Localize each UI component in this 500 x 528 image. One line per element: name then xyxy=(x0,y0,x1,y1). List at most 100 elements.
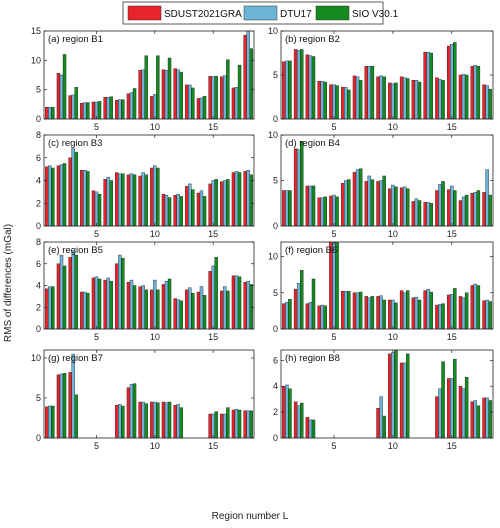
bar xyxy=(347,89,351,120)
bar xyxy=(347,179,351,227)
bar xyxy=(185,186,189,227)
bar xyxy=(355,169,360,227)
bar xyxy=(164,402,169,439)
bar xyxy=(138,70,142,120)
bar xyxy=(399,290,404,330)
bar xyxy=(141,285,145,330)
bar xyxy=(435,190,439,227)
panels: 0 5 10 15 5 10 15 (a) region B1 0 5 10 5 10 15 (b) reg… xyxy=(31,26,494,451)
bar xyxy=(226,407,230,439)
bar xyxy=(129,279,134,330)
bar xyxy=(115,172,119,227)
x-tick-label: 10 xyxy=(388,122,398,132)
bar xyxy=(311,56,316,120)
bar xyxy=(208,413,212,439)
bar xyxy=(126,387,131,439)
bar xyxy=(458,296,463,330)
panel: 0 5 10 5 10 15 (g) region B7 xyxy=(31,349,255,451)
bar xyxy=(150,167,154,227)
bar xyxy=(282,303,286,330)
bar xyxy=(347,291,351,330)
bar xyxy=(132,285,137,330)
bar xyxy=(167,57,172,120)
bar xyxy=(461,196,466,227)
bar xyxy=(450,185,454,227)
y-axis-label: RMS of differences (mGal) xyxy=(3,224,14,342)
bar xyxy=(56,73,61,120)
bar xyxy=(223,286,227,330)
x-tick-label: 15 xyxy=(447,332,457,342)
bar xyxy=(317,80,321,120)
bar xyxy=(51,286,55,330)
x-tick-label: 5 xyxy=(94,332,99,342)
bar xyxy=(74,394,78,439)
bar xyxy=(132,174,137,227)
bar xyxy=(97,193,102,227)
bar xyxy=(464,292,469,330)
bar xyxy=(118,404,122,439)
bar xyxy=(450,378,454,439)
panel: 0 5 10 15 5 10 15 (a) region B1 xyxy=(31,26,255,132)
y-tick-label: 10 xyxy=(31,353,41,363)
bar xyxy=(62,265,67,330)
y-tick-label: 0 xyxy=(36,221,41,231)
bar xyxy=(179,300,183,330)
bar xyxy=(179,407,183,439)
bar xyxy=(68,372,72,439)
bar xyxy=(214,75,218,120)
bar xyxy=(150,289,154,330)
bar xyxy=(243,282,247,330)
bar xyxy=(176,193,180,227)
bar xyxy=(74,151,78,227)
y-tick-label: 4 xyxy=(273,381,278,391)
bar xyxy=(71,250,75,330)
bar xyxy=(438,183,442,227)
y-tick-label: 5 xyxy=(36,85,41,95)
bar xyxy=(370,179,375,227)
bar xyxy=(411,297,416,330)
bar xyxy=(68,95,72,120)
legend-swatch xyxy=(243,5,278,21)
bar xyxy=(196,291,201,330)
bar xyxy=(86,102,90,120)
bar xyxy=(426,288,430,330)
bar xyxy=(485,169,489,227)
bar xyxy=(144,55,148,120)
bar xyxy=(62,54,67,120)
bar xyxy=(417,81,422,120)
bar xyxy=(199,97,204,120)
bar xyxy=(293,401,298,439)
bar xyxy=(305,185,310,227)
x-tick-label: 10 xyxy=(150,122,160,132)
bar xyxy=(423,202,427,227)
bar xyxy=(103,97,107,120)
bar xyxy=(71,148,75,227)
bar xyxy=(379,295,383,330)
bar xyxy=(80,170,84,227)
bar xyxy=(305,417,310,439)
bar xyxy=(402,77,407,120)
bar xyxy=(115,100,119,120)
bar xyxy=(202,95,207,120)
bar xyxy=(308,185,313,227)
bar xyxy=(121,258,125,330)
bar xyxy=(382,76,386,120)
bar xyxy=(126,282,131,330)
bar xyxy=(429,291,433,330)
bar xyxy=(394,186,398,227)
bar xyxy=(296,50,301,120)
bar xyxy=(300,141,304,227)
bar xyxy=(399,362,404,439)
bar xyxy=(470,401,474,439)
bar xyxy=(305,303,310,330)
x-tick-label: 5 xyxy=(331,122,336,132)
legend-label: DTU17 xyxy=(280,9,312,20)
bar xyxy=(71,353,75,439)
panel-title: (h) region B8 xyxy=(285,353,340,364)
bar xyxy=(144,403,148,439)
bar xyxy=(246,30,250,120)
bar xyxy=(214,411,218,439)
plot-area xyxy=(281,31,493,119)
bar xyxy=(388,299,392,330)
panel: 0 5 10 5 10 15 (d) region B4 xyxy=(268,130,494,239)
